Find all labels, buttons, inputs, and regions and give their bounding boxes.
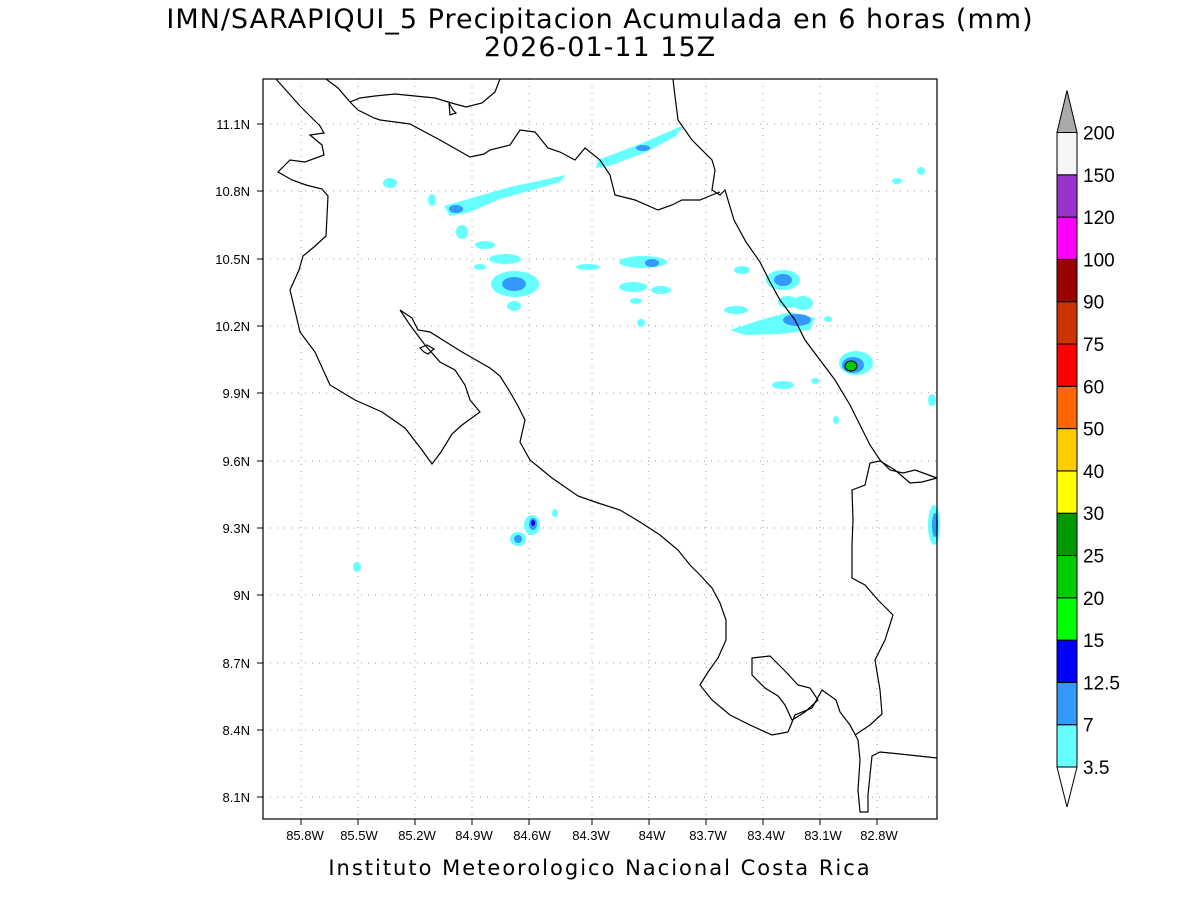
lon-label: 84W (639, 828, 666, 843)
precipitation-areas (353, 125, 940, 572)
colorbar-level-label: 20 (1083, 589, 1104, 610)
lat-label: 8.1N (223, 790, 250, 805)
colorbar-swatch (1056, 428, 1078, 472)
colorbar-level-label: 120 (1083, 208, 1115, 229)
colorbar-level-label: 60 (1083, 377, 1104, 398)
colorbar-swatch (1056, 681, 1078, 726)
colorbar-level-label: 15 (1083, 631, 1104, 652)
lat-labels: 11.1N 10.8N 10.5N 10.2N 9.9N 9.6N 9.3N 9… (215, 117, 250, 805)
lon-label: 84.3W (572, 828, 610, 843)
lat-label: 9.3N (223, 521, 250, 536)
map-timestamp: 2026-01-11 15Z (483, 32, 717, 63)
lat-label: 8.4N (223, 723, 250, 738)
colorbar-level-label: 7 (1083, 716, 1094, 737)
lat-label: 10.5N (215, 252, 250, 267)
lat-label: 11.1N (216, 117, 250, 132)
precip-max-cell (844, 360, 858, 372)
caribbean-coast (672, 78, 938, 479)
colorbar-level-label: 30 (1083, 504, 1104, 525)
lon-label: 85.8W (286, 828, 324, 843)
colorbar-over-arrow (1056, 90, 1078, 133)
colorbar-swatch (1056, 174, 1078, 218)
colorbar-swatch (1056, 597, 1078, 641)
colorbar-swatch (1056, 301, 1078, 345)
colorbar-swatch (1056, 512, 1078, 557)
institution-footer: Instituto Meteorologico Nacional Costa R… (328, 856, 872, 880)
lon-label: 84.6W (513, 828, 551, 843)
colorbar-swatch (1056, 343, 1078, 387)
lat-label: 10.8N (215, 184, 250, 199)
lat-label: 8.7N (223, 656, 250, 671)
lake-nicaragua-shore (275, 78, 481, 466)
lon-label: 85.2W (398, 828, 436, 843)
coastlines (275, 78, 938, 813)
lon-labels: 85.8W 85.5W 85.2W 84.9W 84.6W 84.3W 84W … (286, 828, 898, 843)
colorbar-swatch (1056, 639, 1078, 683)
lon-label: 82.8W (860, 828, 898, 843)
panama-border (851, 460, 938, 736)
map-title: IMN/SARAPIQUI_5 Precipitacion Acumulada … (166, 4, 1034, 35)
lake-outline (325, 78, 501, 108)
colorbar-level-label: 90 (1083, 293, 1104, 314)
colorbar: 3.5 7 12.5 15 20 25 30 40 50 60 75 90 100 120 150 200 (1056, 90, 1120, 808)
colorbar-level-label: 50 (1083, 420, 1104, 441)
lon-label: 85.5W (340, 828, 378, 843)
nicaragua-border (349, 101, 721, 211)
colorbar-swatch (1056, 724, 1078, 768)
map-frame (262, 78, 938, 820)
lat-label: 9N (233, 588, 250, 603)
axis-ticks (257, 123, 878, 825)
precip-area-north-core (636, 145, 650, 151)
islet-nicoya (418, 344, 436, 355)
map-gridlines (263, 79, 937, 819)
lon-label: 84.9W (455, 828, 493, 843)
osa-peninsula (751, 655, 819, 721)
colorbar-swatch (1056, 132, 1078, 176)
golfito-coast (787, 689, 938, 813)
colorbar-swatch (1056, 216, 1078, 260)
colorbar-level-label: 75 (1083, 335, 1104, 356)
colorbar-level-label: 40 (1083, 462, 1104, 483)
colorbar-swatch (1056, 258, 1078, 303)
colorbar-under-arrow (1056, 766, 1078, 808)
lat-label: 9.6N (223, 454, 250, 469)
colorbar-level-label: 25 (1083, 547, 1104, 568)
lon-label: 83.4W (747, 828, 785, 843)
colorbar-level-label: 100 (1083, 250, 1115, 271)
gulf-nicoya-shore (399, 309, 789, 736)
colorbar-swatch (1056, 385, 1078, 430)
colorbar-level-label: 150 (1083, 166, 1115, 187)
colorbar-swatch (1056, 470, 1078, 514)
lat-label: 10.2N (215, 319, 250, 334)
lon-label: 83.7W (689, 828, 727, 843)
lat-label: 9.9N (223, 386, 250, 401)
lon-label: 83.1W (804, 828, 842, 843)
colorbar-swatch (1056, 555, 1078, 599)
colorbar-level-label: 12.5 (1083, 673, 1120, 694)
colorbar-level-label: 3.5 (1083, 758, 1109, 779)
colorbar-level-label: 200 (1083, 124, 1115, 145)
